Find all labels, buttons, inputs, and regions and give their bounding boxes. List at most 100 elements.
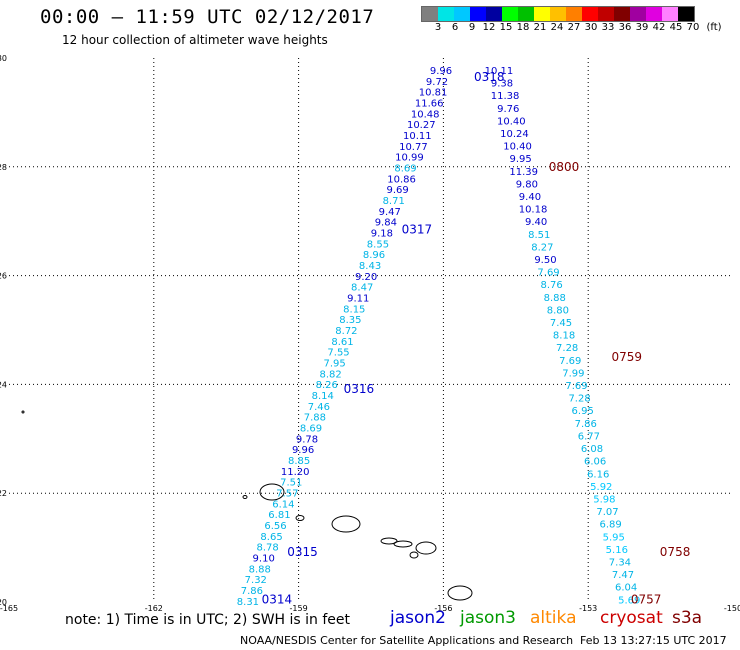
wave-height-value: 8.18 [553,331,575,342]
wave-height-value: 8.35 [339,315,361,326]
color-scale-label: 27 [567,22,581,33]
page-subtitle: 12 hour collection of altimeter wave hei… [62,33,328,47]
island-outline [295,515,305,521]
island-outline [331,515,361,533]
color-swatch [454,7,470,21]
wave-height-value: 7.55 [327,348,349,359]
wave-height-value: 11.39 [509,167,538,178]
wave-height-value: 10.40 [503,142,532,153]
color-swatch [566,7,582,21]
y-tick-label: 30 [0,54,7,63]
wave-height-value: 7.88 [304,413,326,424]
wave-height-value: 7.86 [575,419,597,430]
wave-height-value: 7.34 [609,557,631,568]
island-outline [21,410,25,414]
color-scale-label: (ft) [706,22,722,33]
wave-height-value: 8.65 [260,532,282,543]
wave-height-value: 6.56 [264,521,286,532]
wave-height-value: 6.95 [572,406,594,417]
color-scale-label: 70 [686,22,700,33]
color-swatch [470,7,486,21]
color-scale-label: 24 [550,22,564,33]
color-scale-label: 15 [499,22,513,33]
wave-height-value: 10.40 [497,116,526,127]
wave-height-value: 9.11 [347,294,369,305]
wave-height-value: 8.80 [547,305,569,316]
color-scale-label: 36 [618,22,632,33]
wave-height-value: 7.07 [596,507,618,518]
wave-height-value: 8.96 [363,250,385,261]
island-outline [415,541,437,555]
wave-height-value: 6.81 [268,510,290,521]
island-outline [242,495,248,499]
y-tick-label: 20 [0,598,7,607]
color-scale-label: 6 [451,22,459,33]
wave-height-value: 7.45 [550,318,572,329]
x-tick-label: -159 [290,604,308,613]
color-scale-label: 9 [468,22,476,33]
wave-height-value: 8.47 [351,283,373,294]
color-swatch [582,7,598,21]
wave-height-value: 11.66 [415,98,444,109]
wave-height-value: 10.86 [387,174,416,185]
wave-height-value: 9.20 [355,272,377,283]
wave-height-value: 9.10 [253,554,275,565]
color-scale-label: 33 [601,22,615,33]
legend-cryosat: cryosat [600,608,663,628]
color-swatch [678,7,694,21]
time-label: 0757 [631,592,662,606]
x-tick-label: -153 [579,604,597,613]
y-tick-label: 22 [0,489,7,498]
wave-height-value: 8.27 [531,242,553,253]
wave-height-value: 6.06 [584,457,606,468]
legend-s3a: s3a [672,608,703,628]
wave-height-value: 9.40 [519,192,541,203]
wave-height-value: 9.96 [292,445,314,456]
time-label: 0314 [262,592,293,606]
wave-height-value: 10.18 [519,205,548,216]
legend-jason3: jason3 [460,608,516,628]
color-swatch [662,7,678,21]
color-swatch [598,7,614,21]
wave-height-value: 9.72 [426,77,448,88]
wave-height-value: 7.46 [308,402,330,413]
wave-height-value: 5.92 [590,482,612,493]
color-swatch [422,7,438,21]
y-tick-label: 28 [0,163,7,172]
color-scale-label: 12 [482,22,496,33]
wave-height-value: 11.20 [281,467,310,478]
island-outline [380,537,398,545]
color-scale-label: 39 [635,22,649,33]
wave-height-value: 9.76 [497,104,519,115]
wave-height-value: 10.24 [500,129,529,140]
wave-height-value: 7.69 [537,268,559,279]
page-title: 00:00 – 11:59 UTC 02/12/2017 [40,6,375,28]
wave-height-value: 7.47 [612,570,634,581]
wave-height-value: 7.28 [568,394,590,405]
color-scale-label: 30 [584,22,598,33]
wave-height-value: 10.81 [419,88,448,99]
wave-height-value: 5.69 [618,595,640,606]
wave-height-value: 6.89 [599,520,621,531]
color-scale-labels: 3 6 9 12 15 18 21 24 27 30 33 36 39 42 45 70 (ft) [421,22,740,36]
wave-height-value: 8.78 [256,543,278,554]
color-swatch [534,7,550,21]
color-scale-bar [421,6,695,22]
color-swatch [486,7,502,21]
color-scale-label: 21 [533,22,547,33]
wave-height-value: 10.77 [399,142,428,153]
wave-height-value: 5.95 [603,532,625,543]
x-tick-label: -156 [434,604,452,613]
wave-height-value: 8.31 [237,597,259,608]
wave-height-value: 8.88 [544,293,566,304]
island-outline [259,483,285,501]
wave-height-value: 9.78 [296,434,318,445]
wave-height-value: 7.51 [280,478,302,489]
island-outline [447,585,473,601]
wave-height-value: 10.11 [403,131,432,142]
wave-height-value: 8.51 [528,230,550,241]
time-label: 0758 [660,545,691,559]
wave-height-value: 5.98 [593,494,615,505]
time-label: 0800 [549,160,580,174]
x-tick-label: -150 [724,604,740,613]
